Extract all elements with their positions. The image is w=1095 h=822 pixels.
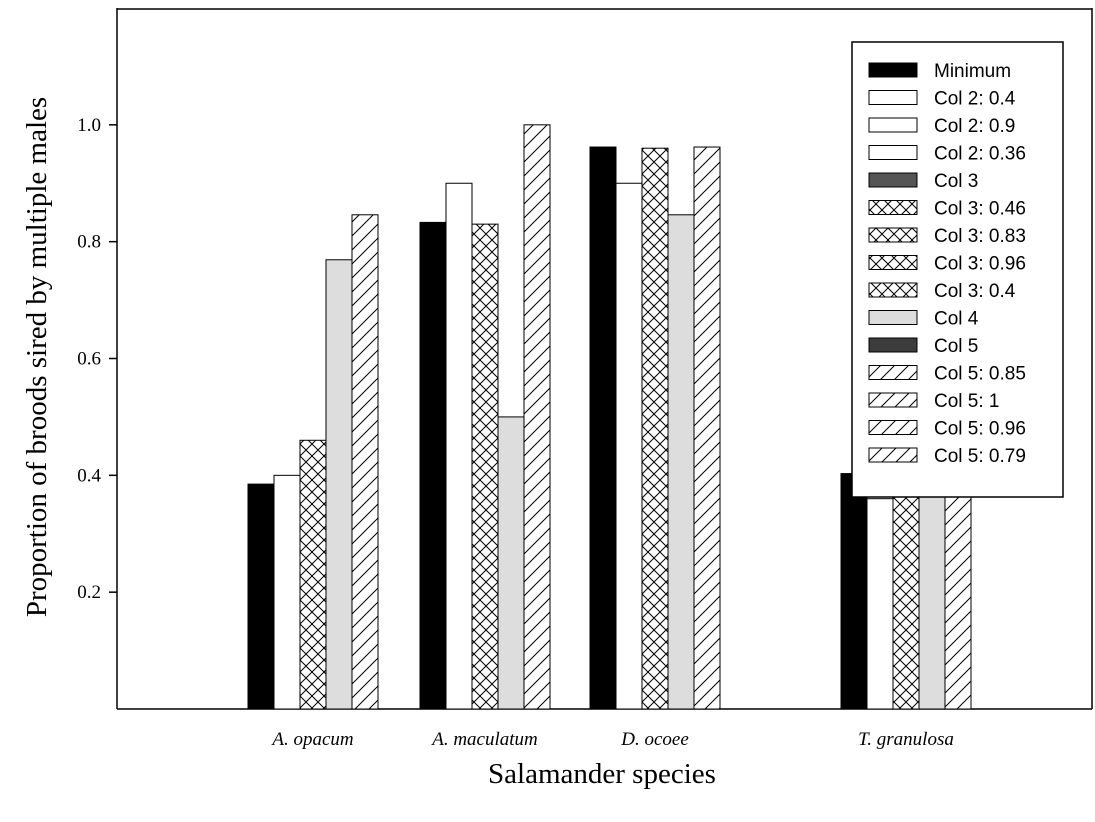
bar: [866, 498, 894, 710]
bar: [667, 214, 695, 710]
y-tick-label: 1.0: [77, 115, 101, 136]
bar: [892, 474, 920, 710]
category-label: A. maculatum: [430, 729, 538, 750]
bar: [523, 124, 551, 710]
legend-swatch: [868, 337, 918, 353]
y-tick-label: 0.6: [77, 349, 101, 370]
legend-swatch: [868, 365, 918, 380]
legend-swatch: [868, 447, 918, 463]
legend-swatch: [868, 90, 918, 105]
legend-swatch: [868, 172, 918, 188]
legend-label: Col 5: 1: [934, 391, 999, 412]
bar: [615, 182, 643, 710]
category-label: A. opacum: [270, 729, 353, 750]
legend-swatch: [868, 227, 918, 243]
legend-label: Minimum: [934, 61, 1011, 82]
legend-label: Col 5: 0.96: [934, 419, 1026, 440]
bar: [840, 473, 868, 710]
bar: [419, 221, 447, 710]
legend-label: Col 2: 0.9: [934, 116, 1015, 137]
bar: [273, 474, 301, 710]
legend-label: Col 3: 0.83: [934, 226, 1026, 247]
x-axis-title: Salamander species: [488, 758, 716, 790]
bar: [247, 483, 275, 710]
legend-label: Col 3: 0.96: [934, 254, 1026, 275]
legend-label: Col 2: 0.36: [934, 144, 1026, 165]
y-ticks: 0.2 0.4 0.6 0.8 1.0: [77, 115, 117, 603]
category-label: T. granulosa: [858, 729, 954, 750]
bar: [351, 214, 379, 710]
bars: [247, 124, 972, 710]
y-tick-label: 0.2: [77, 582, 101, 603]
bar: [918, 474, 946, 710]
legend: Minimum Col 2: 0.4 Col 2: 0.9 Col 2: 0.36 Co…: [851, 41, 1064, 498]
legend-label: Col 4: [934, 309, 979, 330]
y-tick-label: 0.4: [77, 465, 101, 486]
legend-swatch: [868, 392, 918, 408]
bar: [471, 223, 499, 710]
legend-swatch: [868, 310, 918, 325]
legend-label: Col 5: 0.79: [934, 446, 1026, 467]
bar: [299, 439, 327, 710]
legend-swatch: [868, 420, 918, 435]
category-label: D. ocoee: [620, 729, 689, 750]
bar: [589, 146, 617, 710]
y-tick-label: 0.8: [77, 232, 101, 253]
legend-swatch: [868, 200, 918, 215]
legend-swatch: [868, 62, 918, 78]
legend-label: Col 3: 0.4: [934, 281, 1016, 302]
bar: [944, 474, 972, 710]
legend-label: Col 5: [934, 336, 978, 357]
y-axis-title: Proportion of broods sired by multiple m…: [21, 97, 53, 617]
legend-label: Col 3: 0.46: [934, 199, 1026, 220]
legend-label: Col 3: [934, 171, 978, 192]
bar: [693, 146, 721, 710]
legend-label: Col 2: 0.4: [934, 89, 1016, 110]
legend-swatch: [868, 145, 918, 160]
bar: [325, 259, 353, 710]
legend-swatch: [868, 255, 918, 270]
bar: [445, 182, 473, 710]
bar: [497, 416, 525, 710]
legend-swatch: [868, 117, 918, 133]
bar: [641, 147, 669, 710]
legend-label: Col 5: 0.85: [934, 364, 1026, 385]
legend-swatch: [868, 282, 918, 298]
category-labels: A. opacum A. maculatum D. ocoee T. granulos…: [270, 729, 954, 750]
